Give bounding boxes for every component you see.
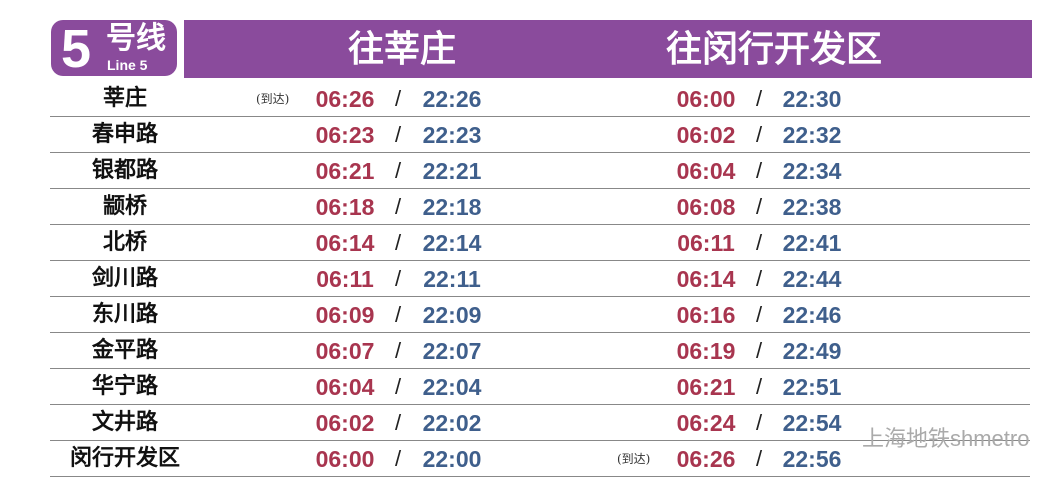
first-train-time: 06:02: [676, 122, 736, 148]
separator: /: [756, 410, 763, 435]
separator: /: [395, 446, 402, 471]
last-train-time: 22:21: [422, 158, 482, 184]
table-row: 金平路 06:07 / 22:07 06:19 / 22:49: [50, 332, 1030, 369]
last-train-time: 22:26: [422, 86, 482, 112]
first-train-time: 06:18: [315, 194, 375, 220]
first-train-time: 06:19: [676, 338, 736, 364]
last-train-time: 22:02: [422, 410, 482, 436]
first-train-time: 06:26: [315, 86, 375, 112]
separator: /: [756, 230, 763, 255]
last-train-time: 22:41: [782, 230, 842, 256]
separator: /: [395, 410, 402, 435]
last-train-time: 22:38: [782, 194, 842, 220]
station-name: 春申路: [91, 121, 158, 147]
first-train-time: 06:02: [315, 410, 375, 436]
first-train-time: 06:04: [315, 374, 375, 400]
last-train-time: 22:07: [422, 338, 482, 364]
first-train-time: 06:24: [676, 410, 736, 436]
first-train-time: 06:09: [315, 302, 375, 328]
separator: /: [395, 158, 402, 183]
line-badge: 5 号线 Line 5: [51, 20, 177, 76]
last-train-time: 22:51: [782, 374, 842, 400]
first-train-time: 06:00: [315, 446, 375, 472]
first-train-time: 06:21: [315, 158, 375, 184]
last-train-time: 22:54: [782, 410, 842, 436]
first-train-time: 06:11: [316, 266, 374, 292]
separator: /: [395, 338, 402, 363]
table-row: 银都路 06:21 / 22:21 06:04 / 22:34: [50, 152, 1030, 189]
separator: /: [395, 230, 402, 255]
station-name: 东川路: [91, 301, 158, 327]
separator: /: [395, 86, 402, 111]
last-train-time: 22:56: [782, 446, 842, 472]
line-name-cn: 号线: [106, 21, 166, 56]
separator: /: [395, 374, 402, 399]
station-name: 闵行开发区: [69, 445, 180, 471]
separator: /: [395, 302, 402, 327]
last-train-time: 22:49: [782, 338, 842, 364]
station-name: 剑川路: [91, 265, 158, 291]
direction-2-title: 往闵行开发区: [665, 28, 883, 70]
table-row: 东川路 06:09 / 22:09 06:16 / 22:46: [50, 296, 1030, 333]
first-train-time: 06:16: [676, 302, 736, 328]
last-train-time: 22:09: [422, 302, 482, 328]
table-row: 闵行开发区 06:00 / 22:00 (到达) 06:26 / 22:56: [50, 440, 1030, 477]
separator: /: [395, 266, 402, 291]
first-train-time: 06:26: [676, 446, 736, 472]
separator: /: [395, 122, 402, 147]
table-row: 文井路 06:02 / 22:02 06:24 / 22:54: [50, 404, 1030, 441]
station-name: 金平路: [91, 337, 158, 363]
first-train-time: 06:08: [676, 194, 736, 220]
separator: /: [756, 266, 763, 291]
station-name: 银都路: [91, 157, 158, 183]
station-name: 文井路: [91, 409, 158, 435]
line-number: 5: [61, 19, 92, 79]
station-name: 北桥: [102, 229, 147, 255]
direction-header: 往莘庄 往闵行开发区: [184, 20, 1032, 78]
table-row: 春申路 06:23 / 22:23 06:02 / 22:32: [50, 116, 1030, 153]
first-train-time: 06:07: [315, 338, 375, 364]
station-name: 莘庄: [102, 85, 147, 111]
separator: /: [756, 338, 763, 363]
first-train-time: 06:14: [676, 266, 736, 292]
last-train-time: 22:14: [422, 230, 482, 256]
last-train-time: 22:30: [782, 86, 842, 112]
table-row: 颛桥 06:18 / 22:18 06:08 / 22:38: [50, 188, 1030, 225]
last-train-time: 22:23: [422, 122, 482, 148]
station-name: 颛桥: [102, 193, 147, 219]
first-train-time: 06:14: [315, 230, 375, 256]
separator: /: [756, 302, 763, 327]
arrival-label: (到达): [256, 92, 290, 106]
separator: /: [756, 86, 763, 111]
direction-1-title: 往莘庄: [347, 28, 457, 70]
separator: /: [756, 122, 763, 147]
table-row: 剑川路 06:11 / 22:11 06:14 / 22:44: [50, 260, 1030, 297]
watermark: 上海地铁shmetro: [862, 426, 1030, 451]
last-train-time: 22:46: [782, 302, 842, 328]
station-name: 华宁路: [91, 373, 158, 399]
table-row: 莘庄 (到达) 06:26 / 22:26 06:00 / 22:30: [50, 80, 1030, 117]
last-train-time: 22:11: [423, 266, 481, 292]
last-train-time: 22:00: [422, 446, 482, 472]
first-train-time: 06:04: [676, 158, 736, 184]
last-train-time: 22:04: [422, 374, 482, 400]
first-train-time: 06:23: [315, 122, 375, 148]
separator: /: [756, 194, 763, 219]
last-train-time: 22:18: [422, 194, 482, 220]
separator: /: [756, 374, 763, 399]
arrival-label: (到达): [617, 452, 651, 466]
separator: /: [395, 194, 402, 219]
first-train-time: 06:00: [676, 86, 736, 112]
table-row: 华宁路 06:04 / 22:04 06:21 / 22:51: [50, 368, 1030, 405]
first-train-time: 06:11: [677, 230, 735, 256]
first-train-time: 06:21: [676, 374, 736, 400]
last-train-time: 22:32: [782, 122, 842, 148]
last-train-time: 22:44: [782, 266, 842, 292]
separator: /: [756, 158, 763, 183]
separator: /: [756, 446, 763, 471]
last-train-time: 22:34: [782, 158, 842, 184]
line-name-en: Line 5: [107, 57, 148, 73]
table-row: 北桥 06:14 / 22:14 06:11 / 22:41: [50, 224, 1030, 261]
